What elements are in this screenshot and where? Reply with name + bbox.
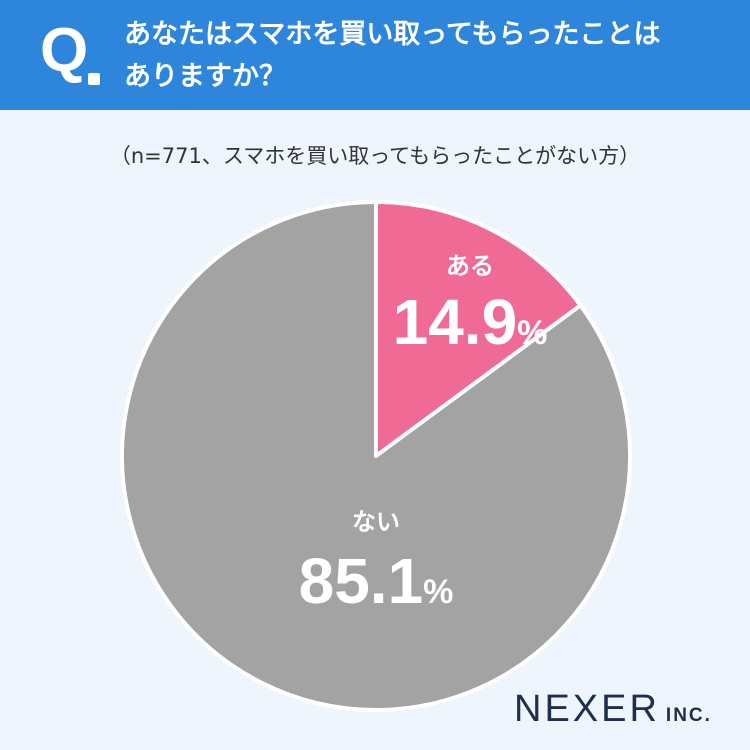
slice-category-label: ある xyxy=(446,252,494,280)
slice-value-unit: % xyxy=(423,573,453,611)
brand-suffix: INC. xyxy=(665,705,712,726)
brand-logo: NEXER INC. xyxy=(514,688,712,731)
question-line-2: ありますか？ xyxy=(124,61,286,92)
slice-value-number: 85.1 xyxy=(299,545,424,617)
question-text: あなたはスマホを買い取ってもらったことは ありますか？ xyxy=(124,14,724,98)
slice-value-number: 14.9 xyxy=(393,286,518,358)
slice-value-label: 85.1% xyxy=(299,545,454,617)
question-header: Q あなたはスマホを買い取ってもらったことは ありますか？ xyxy=(0,0,750,110)
slice-value-label: 14.9% xyxy=(393,286,548,358)
brand-name: NEXER xyxy=(514,688,660,730)
q-label: Q xyxy=(40,16,89,85)
pie-slice-no xyxy=(120,200,632,712)
question-line-1: あなたはスマホを買い取ってもらったことは xyxy=(124,19,661,50)
sample-note: （n=771、スマホを買い取ってもらったことがない方） xyxy=(109,144,641,168)
slice-value-unit: % xyxy=(517,314,547,352)
slice-category-label: ない xyxy=(352,508,400,536)
q-dot xyxy=(88,73,100,85)
pie-slice-yes xyxy=(374,200,583,458)
